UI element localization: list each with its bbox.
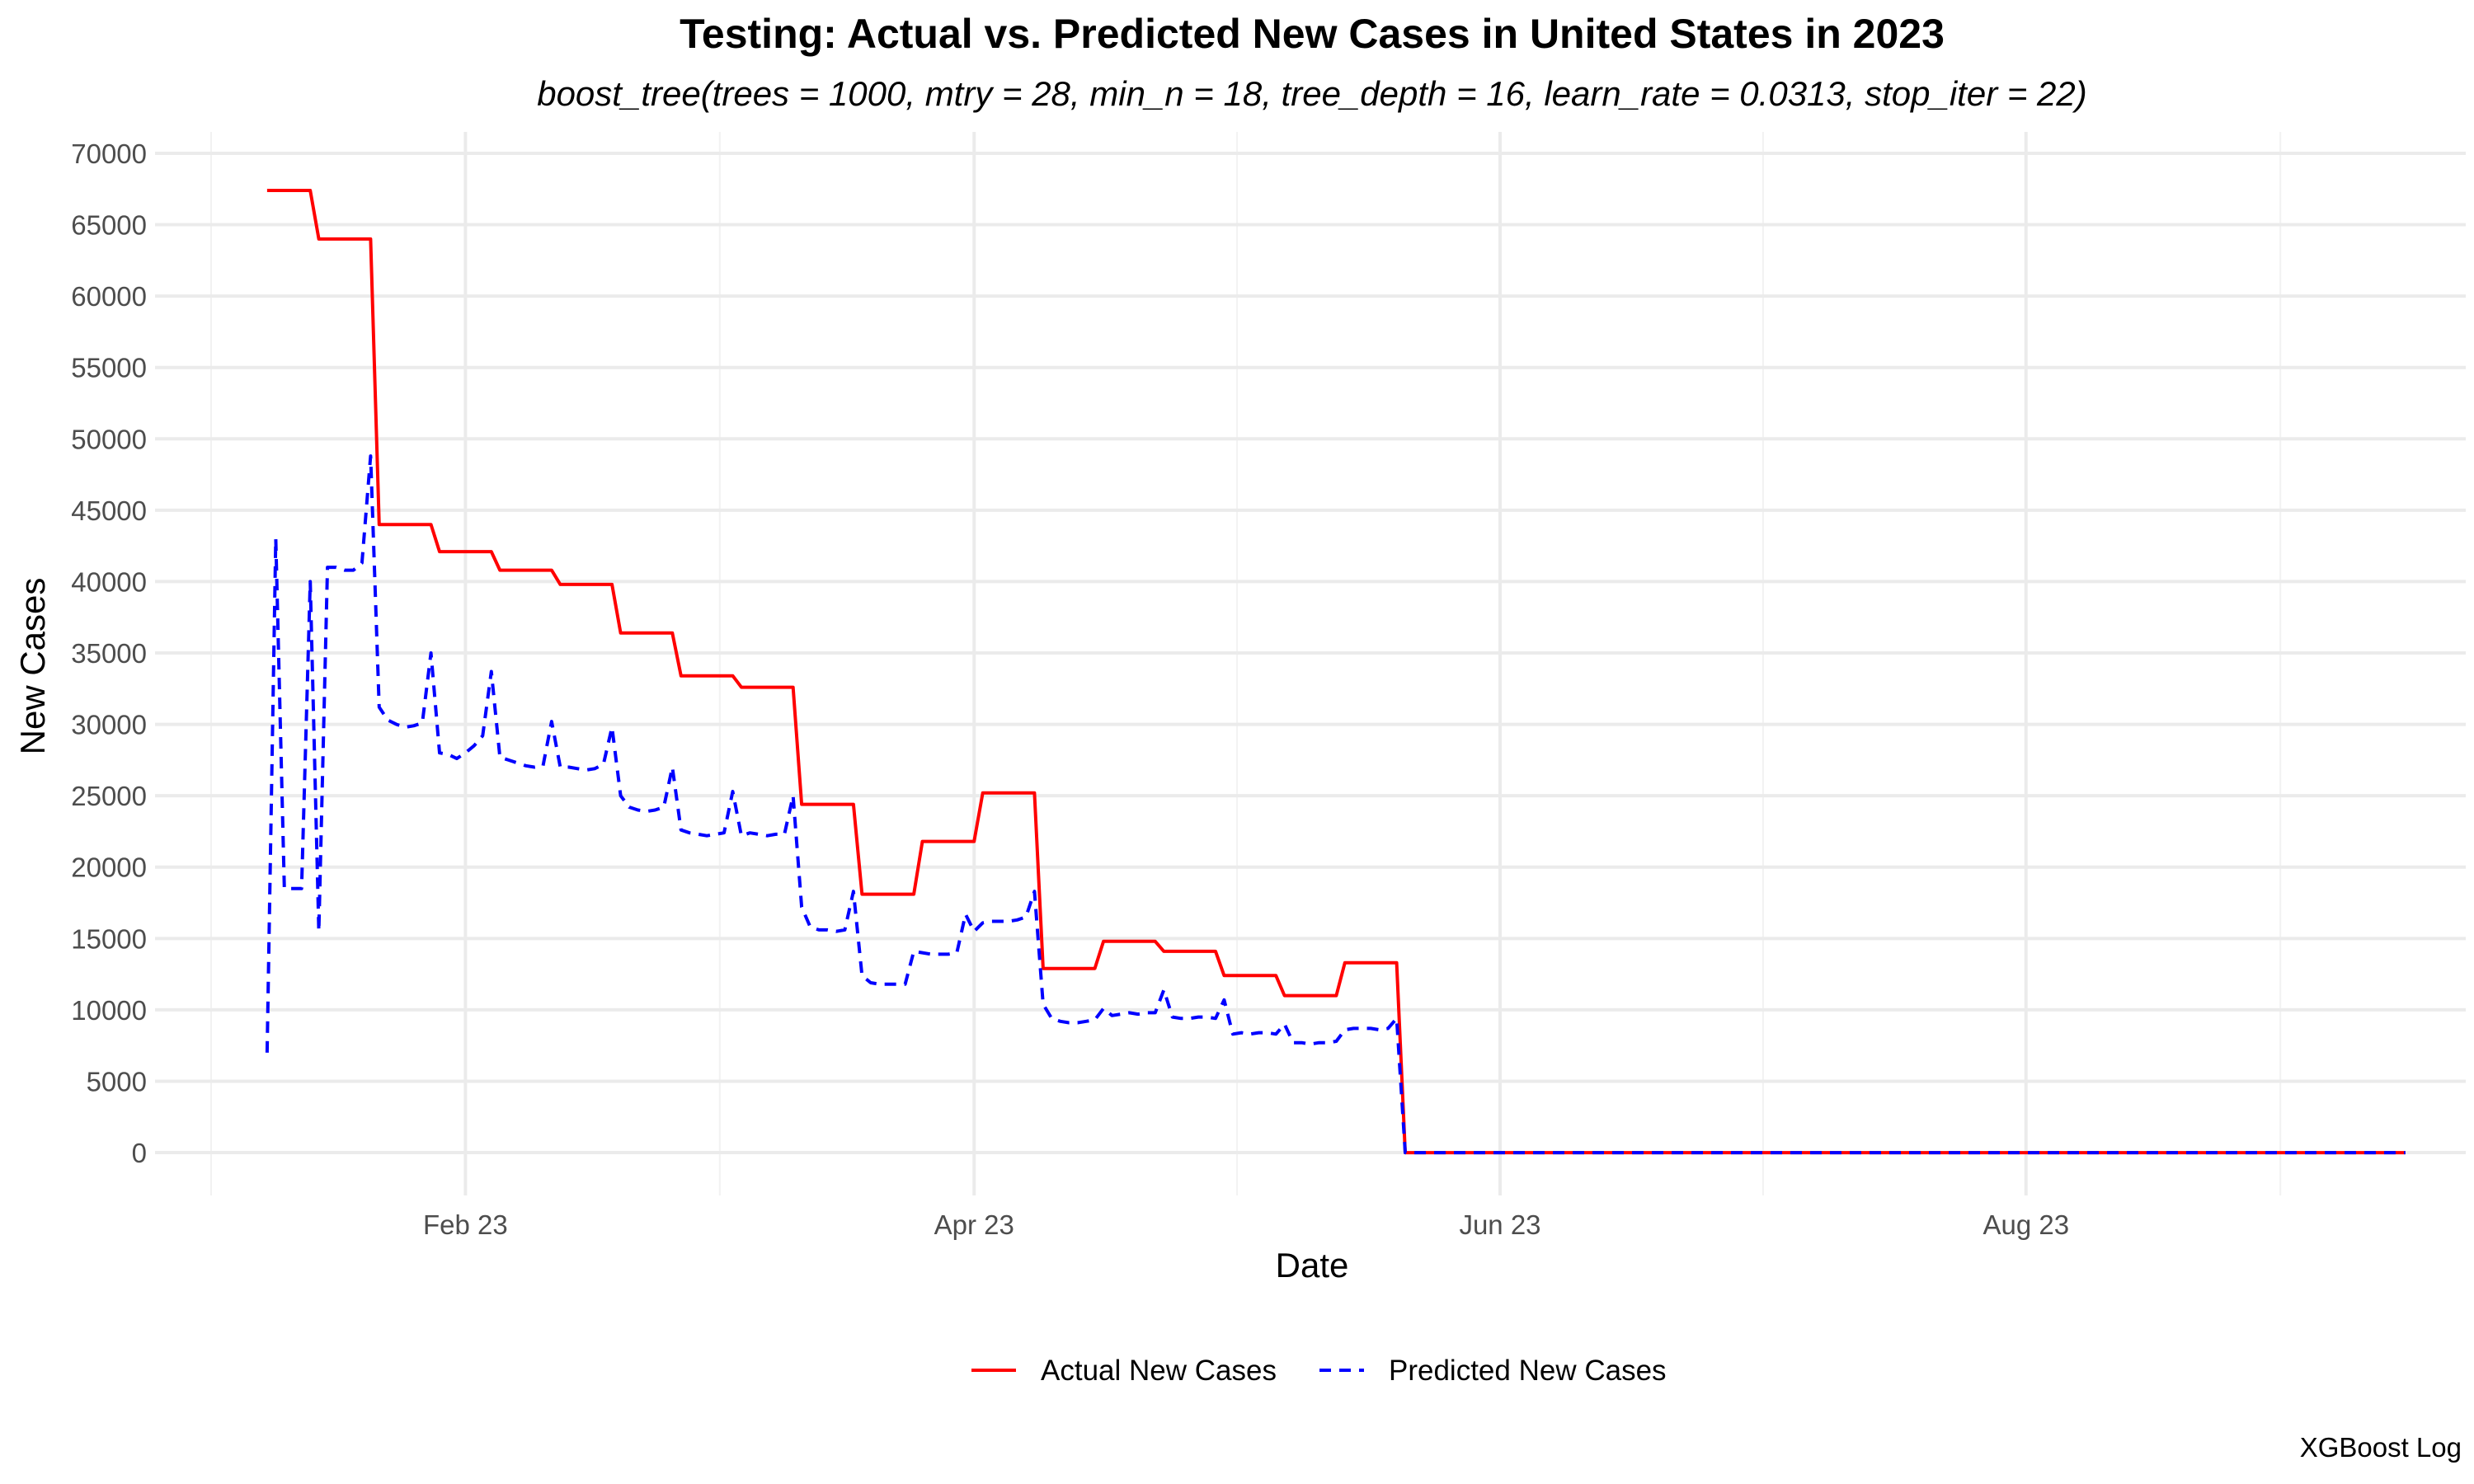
chart-title: Testing: Actual vs. Predicted New Cases … <box>680 11 1945 57</box>
y-axis-title: New Cases <box>13 578 52 755</box>
series-layer <box>265 189 2406 1155</box>
y-axis-ticks: 0 5000 10000 15000 20000 25000 30000 35000 40000… <box>71 139 147 1168</box>
y-tick-label: 35000 <box>71 638 147 669</box>
y-tick-label: 45000 <box>71 495 147 526</box>
y-tick-label: 55000 <box>71 353 147 383</box>
y-tick-label: 60000 <box>71 281 147 312</box>
chart-subtitle: boost_tree(trees = 1000, mtry = 28, min_… <box>537 74 2087 113</box>
y-tick-label: 20000 <box>71 852 147 883</box>
y-tick-label: 30000 <box>71 710 147 740</box>
caption: XGBoost Log <box>2300 1432 2462 1463</box>
legend: Actual New Cases Predicted New Cases <box>971 1355 1667 1387</box>
x-tick-label: Feb 23 <box>423 1209 508 1240</box>
y-tick-label: 10000 <box>71 995 147 1026</box>
legend-label: Predicted New Cases <box>1389 1355 1667 1387</box>
legend-label: Actual New Cases <box>1041 1355 1277 1387</box>
y-tick-label: 5000 <box>87 1066 147 1097</box>
x-axis-title: Date <box>1276 1246 1349 1284</box>
series-line-predicted <box>265 454 2406 1155</box>
y-tick-label: 15000 <box>71 923 147 954</box>
series-line-actual <box>266 189 2406 1155</box>
y-tick-label: 65000 <box>71 210 147 241</box>
grid <box>155 132 2466 1195</box>
y-tick-label: 25000 <box>71 781 147 811</box>
y-tick-label: 40000 <box>71 566 147 597</box>
x-tick-label: Aug 23 <box>1982 1209 2069 1240</box>
y-tick-label: 50000 <box>71 424 147 454</box>
x-tick-label: Jun 23 <box>1459 1209 1540 1240</box>
x-tick-label: Apr 23 <box>934 1209 1014 1240</box>
y-tick-label: 0 <box>132 1138 147 1168</box>
x-axis-ticks: Feb 23 Apr 23 Jun 23 Aug 23 <box>423 1209 2069 1240</box>
y-tick-label: 70000 <box>71 139 147 169</box>
